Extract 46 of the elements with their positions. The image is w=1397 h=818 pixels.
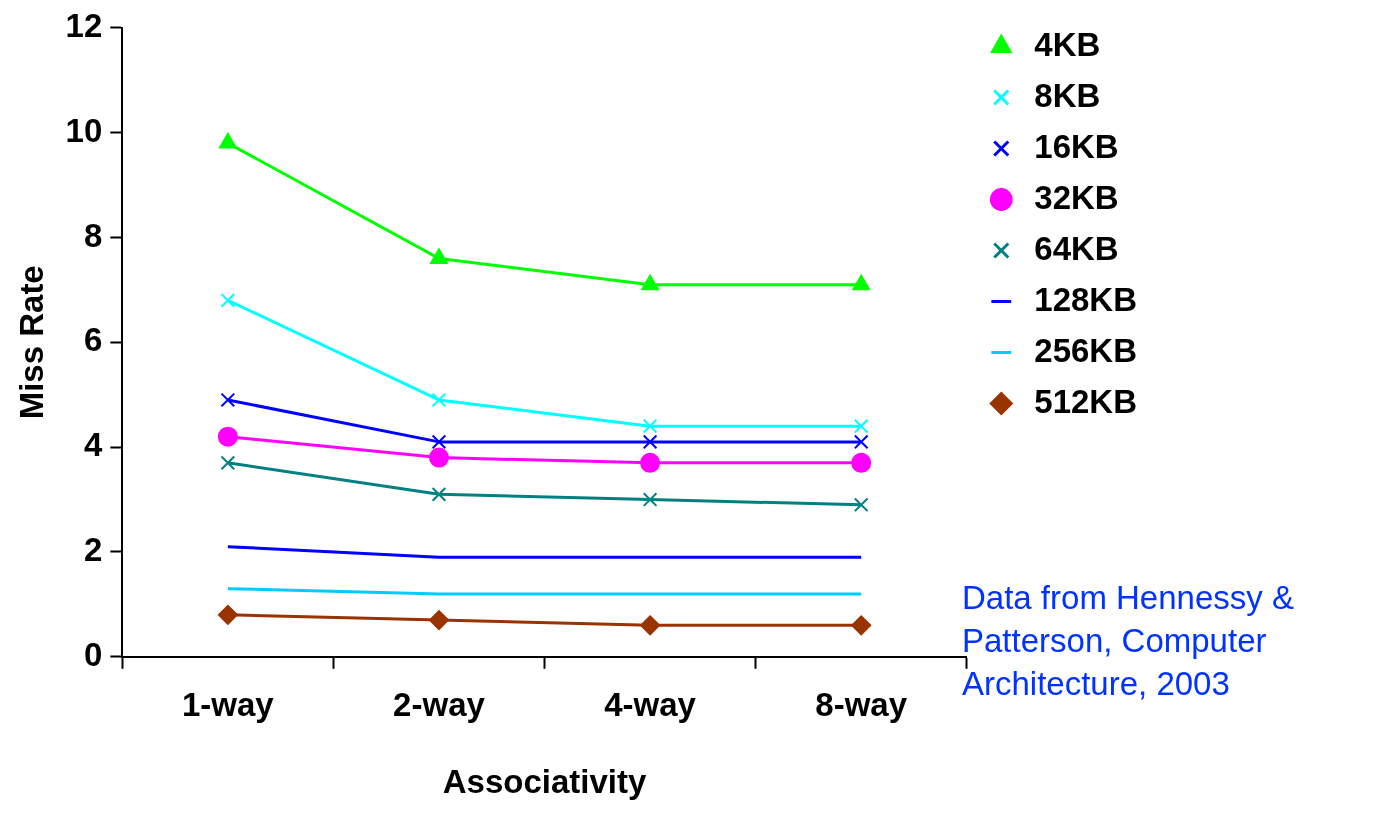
point [641,274,659,291]
legend-label: 256KB [1034,331,1138,369]
point [431,486,447,502]
point [642,434,658,450]
point [220,293,236,308]
x-tick-label: 1-way [182,685,275,723]
x-tick-label: 2-way [393,685,486,723]
point [853,434,869,450]
x-tick-label: 4-way [604,685,697,723]
legend-label: 512KB [1034,382,1138,420]
x-tick-label: 8-way [815,685,908,723]
point [430,248,448,264]
legend-label: 4KB [1034,25,1101,63]
point [853,497,869,513]
point [852,274,871,291]
y-tick-label: 0 [83,635,103,673]
y-tick-label: 10 [65,111,103,149]
y-axis-title: Miss Rate [12,265,50,420]
point [640,452,661,473]
point [220,455,236,471]
y-tick-label: 4 [83,426,103,464]
point [640,615,661,636]
legend-label: 16KB [1034,127,1119,165]
point [431,434,447,450]
point [219,133,237,149]
point [642,418,658,434]
point [431,392,447,408]
legend-label: 8KB [1034,76,1101,114]
x-axis-title: Associativity [442,763,647,801]
y-tick-label: 8 [83,216,103,254]
point [217,604,238,625]
y-tick-label: 2 [83,531,103,569]
point [220,392,236,408]
legend-label: 128KB [1034,280,1138,318]
point [428,610,449,631]
y-tick-label: 6 [83,321,103,359]
legend-label: 64KB [1034,229,1119,267]
legend-label: 32KB [1034,178,1119,216]
annotation: Data from Hennessy & Patterson, Computer Architecture, 2003 [962,578,1295,704]
point [642,492,658,507]
point [428,447,449,468]
point [217,426,238,447]
point [851,615,872,636]
point [853,418,869,434]
y-tick-label: 12 [65,6,103,44]
point [851,452,872,473]
